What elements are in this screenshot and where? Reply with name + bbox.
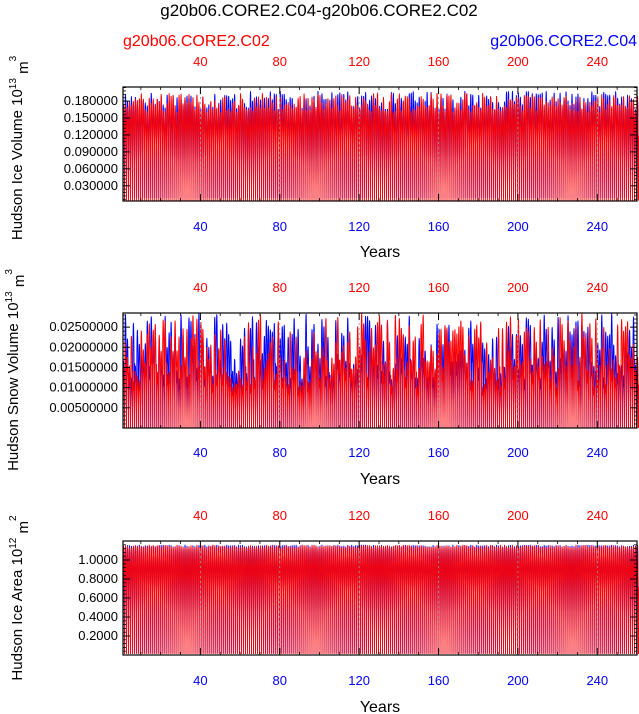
y-tick-label: 0.120000 — [64, 127, 118, 142]
plot-frame — [122, 86, 638, 202]
x-tick-label-top: 240 — [586, 508, 608, 523]
y-axis-label: Hudson Ice Volume 1013 m3 — [8, 55, 32, 240]
y-tick-label: 0.02000000 — [49, 339, 118, 354]
y-axis-label-part: 3 — [4, 269, 15, 275]
series-g20b06.CORE2.C02 — [122, 313, 639, 429]
y-axis-label-part: 2 — [8, 515, 19, 521]
x-tick-label-bottom: 160 — [428, 673, 450, 688]
series-g20b06.CORE2.C02 — [122, 92, 639, 201]
y-axis-label-part: 13 — [8, 78, 19, 90]
x-axis-label: Years — [360, 699, 400, 714]
legend-case-c02: g20b06.CORE2.C02 — [123, 33, 270, 50]
y-axis-label-part: 13 — [4, 291, 15, 303]
x-tick-label-bottom: 40 — [193, 445, 207, 460]
x-tick-label-top: 160 — [428, 54, 450, 69]
y-tick-label: 1.0000 — [78, 552, 118, 567]
y-tick-label: 0.090000 — [64, 144, 118, 159]
x-tick-label-top: 200 — [507, 54, 529, 69]
x-tick-label-bottom: 200 — [507, 673, 529, 688]
y-tick-label: 0.030000 — [64, 178, 118, 193]
panels: 0.030000 0.060000 0.090000 0.120000 0.150000… — [4, 54, 639, 714]
x-tick-label-top: 240 — [586, 280, 608, 295]
x-tick-label-top: 40 — [193, 508, 207, 523]
plot-frame — [122, 312, 638, 429]
chart-title: g20b06.CORE2.C04-g20b06.CORE2.C02 — [160, 1, 478, 20]
y-tick-label: 0.150000 — [64, 110, 118, 125]
y-tick-label: 0.01500000 — [49, 359, 118, 374]
y-axis-label-part: m — [15, 521, 32, 538]
y-axis-label-part: m — [15, 61, 32, 78]
x-tick-label-top: 240 — [586, 54, 608, 69]
ice-area-panel: 0.2000 0.4000 0.6000 0.8000 1.0000 40 40 80 80 12… — [8, 508, 639, 714]
x-tick-label-bottom: 80 — [273, 673, 287, 688]
x-tick-label-bottom: 240 — [586, 673, 608, 688]
x-tick-label-top: 40 — [193, 280, 207, 295]
x-tick-label-bottom: 200 — [507, 219, 529, 234]
x-tick-label-bottom: 120 — [348, 445, 370, 460]
x-tick-label-bottom: 200 — [507, 445, 529, 460]
series-g20b06.CORE2.C02 — [122, 544, 639, 655]
y-tick-label: 0.180000 — [64, 93, 118, 108]
x-tick-label-top: 160 — [428, 280, 450, 295]
x-tick-label-top: 40 — [193, 54, 207, 69]
x-tick-label-bottom: 160 — [428, 219, 450, 234]
y-axis-label-part: Hudson Ice Volume 10 — [9, 89, 26, 240]
y-tick-label: 0.8000 — [78, 571, 118, 586]
y-tick-label: 0.00500000 — [49, 400, 118, 415]
ice-volume-panel: 0.030000 0.060000 0.090000 0.120000 0.150000… — [8, 54, 639, 261]
y-tick-label: 0.02500000 — [49, 319, 118, 334]
y-tick-label: 0.01000000 — [49, 380, 118, 395]
y-tick-label: 0.4000 — [78, 609, 118, 624]
x-axis-label: Years — [360, 471, 400, 488]
legend-case-c04: g20b06.CORE2.C04 — [490, 33, 637, 50]
x-tick-label-bottom: 40 — [193, 219, 207, 234]
x-tick-label-bottom: 40 — [193, 673, 207, 688]
y-axis-label-part: m — [11, 275, 28, 292]
x-tick-label-top: 80 — [273, 280, 287, 295]
x-tick-label-bottom: 120 — [348, 673, 370, 688]
x-tick-label-top: 120 — [348, 280, 370, 295]
x-tick-label-top: 120 — [348, 508, 370, 523]
y-tick-label: 0.6000 — [78, 590, 118, 605]
x-tick-label-top: 80 — [273, 508, 287, 523]
x-tick-label-top: 80 — [273, 54, 287, 69]
x-tick-label-top: 200 — [507, 280, 529, 295]
y-axis-label: Hudson Ice Area 1012 m2 — [8, 515, 32, 681]
x-tick-label-bottom: 80 — [273, 445, 287, 460]
y-tick-label: 0.2000 — [78, 628, 118, 643]
y-axis-label-part: 3 — [8, 55, 19, 61]
x-tick-label-bottom: 120 — [348, 219, 370, 234]
x-tick-label-top: 120 — [348, 54, 370, 69]
y-axis-label-part: Hudson Ice Area 10 — [9, 549, 26, 681]
x-axis-label: Years — [360, 244, 400, 261]
x-tick-label-bottom: 240 — [586, 445, 608, 460]
x-tick-label-top: 200 — [507, 508, 529, 523]
snow-volume-panel: 0.00500000 0.01000000 0.01500000 0.02000000… — [4, 269, 639, 488]
y-axis-label-part: 12 — [8, 537, 19, 549]
x-tick-label-top: 160 — [428, 508, 450, 523]
x-tick-label-bottom: 240 — [586, 219, 608, 234]
x-tick-label-bottom: 160 — [428, 445, 450, 460]
y-axis-label-part: Hudson Snow Volume 10 — [5, 302, 22, 470]
y-axis-label: Hudson Snow Volume 1013 m3 — [4, 269, 28, 471]
x-tick-label-bottom: 80 — [273, 219, 287, 234]
y-tick-label: 0.060000 — [64, 161, 118, 176]
